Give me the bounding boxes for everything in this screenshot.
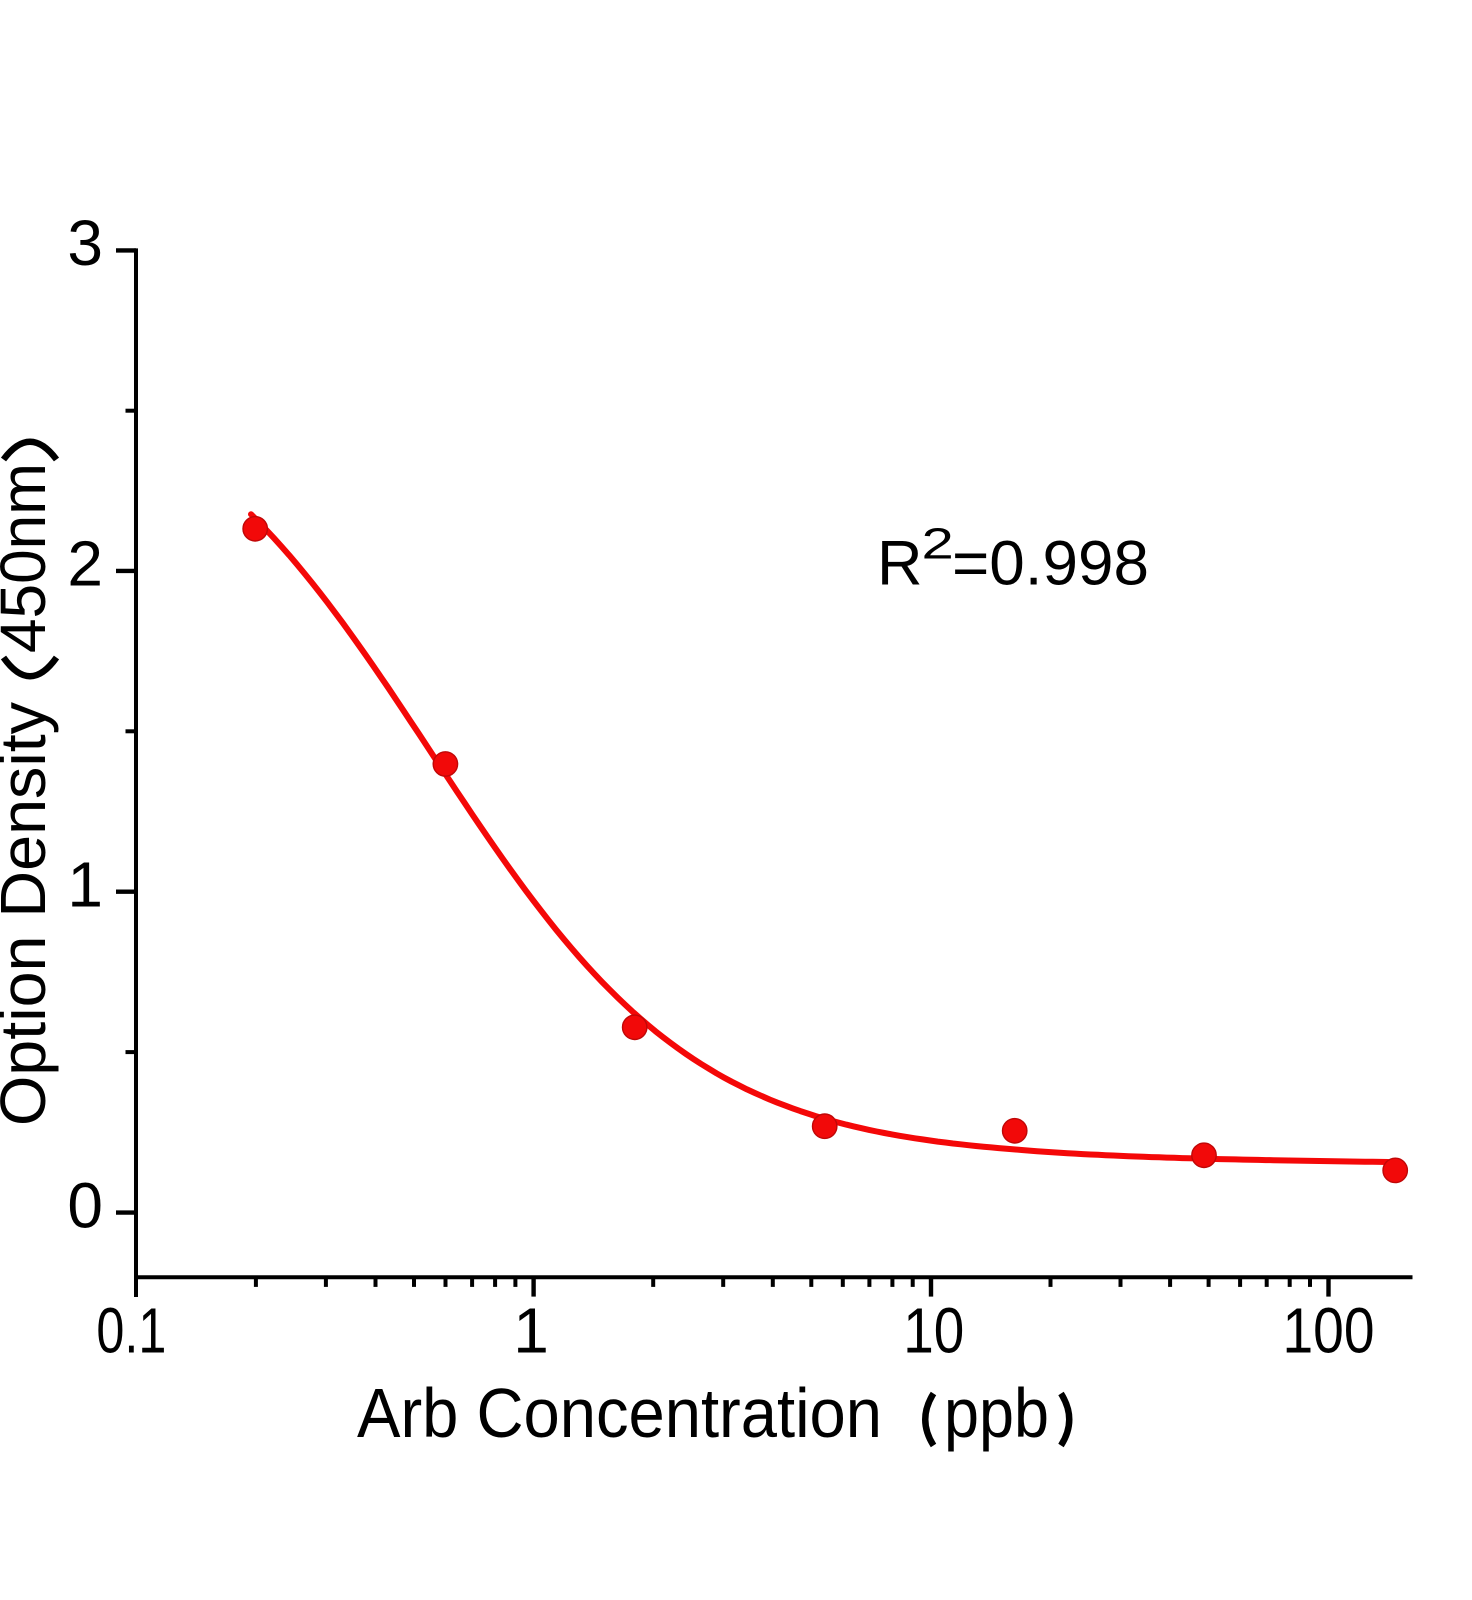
svg-text:3: 3 xyxy=(67,207,103,279)
svg-text:0: 0 xyxy=(67,1169,103,1241)
svg-text:=0.998: =0.998 xyxy=(952,528,1149,598)
svg-text:450nm: 450nm xyxy=(0,463,59,653)
svg-text:2: 2 xyxy=(67,528,103,600)
svg-text:0.1: 0.1 xyxy=(96,1295,166,1367)
svg-text:2: 2 xyxy=(922,518,954,568)
svg-text:R: R xyxy=(877,528,923,598)
svg-text:Arb Concentration: Arb Concentration xyxy=(357,1374,882,1452)
svg-text:1: 1 xyxy=(67,849,103,921)
svg-text:Option Density: Option Density xyxy=(0,702,59,1126)
svg-text:10: 10 xyxy=(903,1295,964,1367)
svg-text:1: 1 xyxy=(513,1295,549,1367)
svg-text:ppb: ppb xyxy=(944,1374,1049,1452)
svg-text:100: 100 xyxy=(1283,1295,1375,1367)
